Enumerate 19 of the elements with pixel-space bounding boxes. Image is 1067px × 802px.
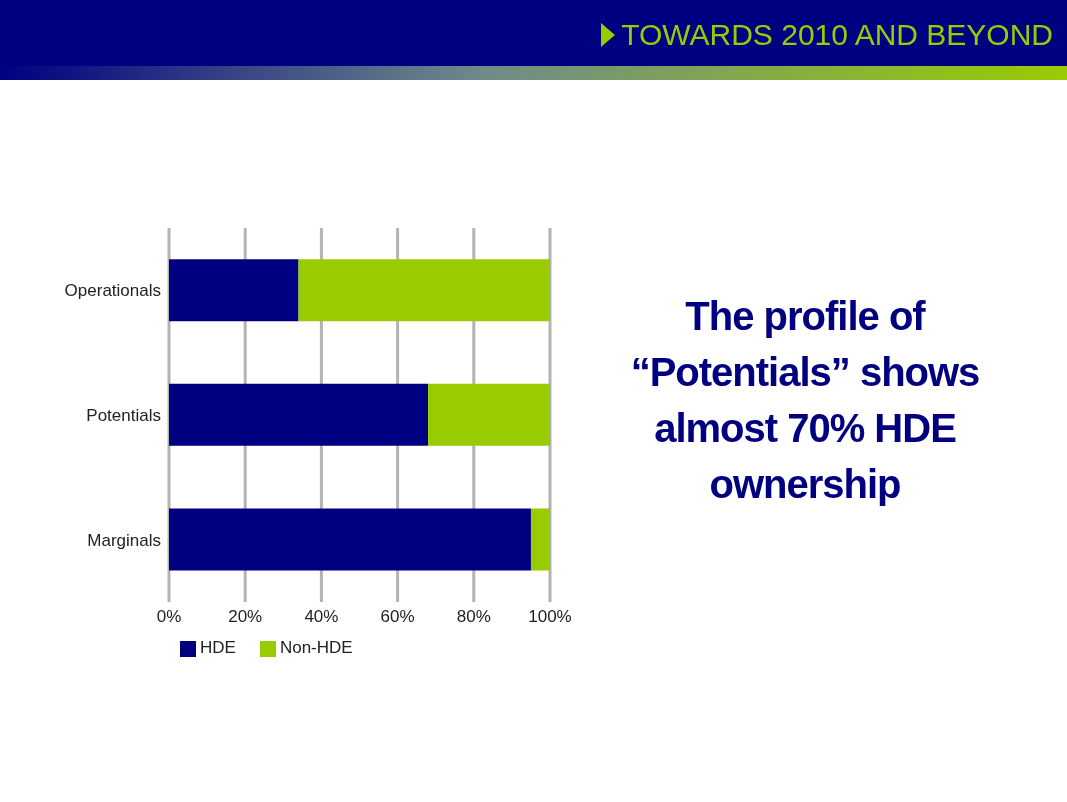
legend-label: HDE (200, 638, 236, 657)
x-tick-label: 0% (156, 607, 182, 627)
bar (530, 508, 550, 571)
y-tick-label: Marginals (87, 530, 161, 550)
x-tick-label: 20% (228, 607, 263, 627)
bar (169, 508, 531, 571)
x-tick-label: 80% (456, 607, 491, 627)
bar (298, 259, 550, 322)
bar (169, 383, 429, 446)
x-tick-label: 100% (528, 607, 572, 627)
y-tick-label: Potentials (86, 406, 161, 426)
bar (428, 383, 550, 446)
text: TOWARDS 2010 AND BEYOND (621, 18, 1053, 52)
text: The profile of “Potentials” shows almost 70% HDE ownership (629, 293, 981, 508)
x-tick-label: 60% (380, 607, 415, 627)
x-tick-label: 40% (304, 607, 339, 627)
legend-label: Non-HDE (279, 638, 353, 657)
bar (169, 259, 299, 322)
y-tick-label: Operationals (64, 281, 161, 301)
